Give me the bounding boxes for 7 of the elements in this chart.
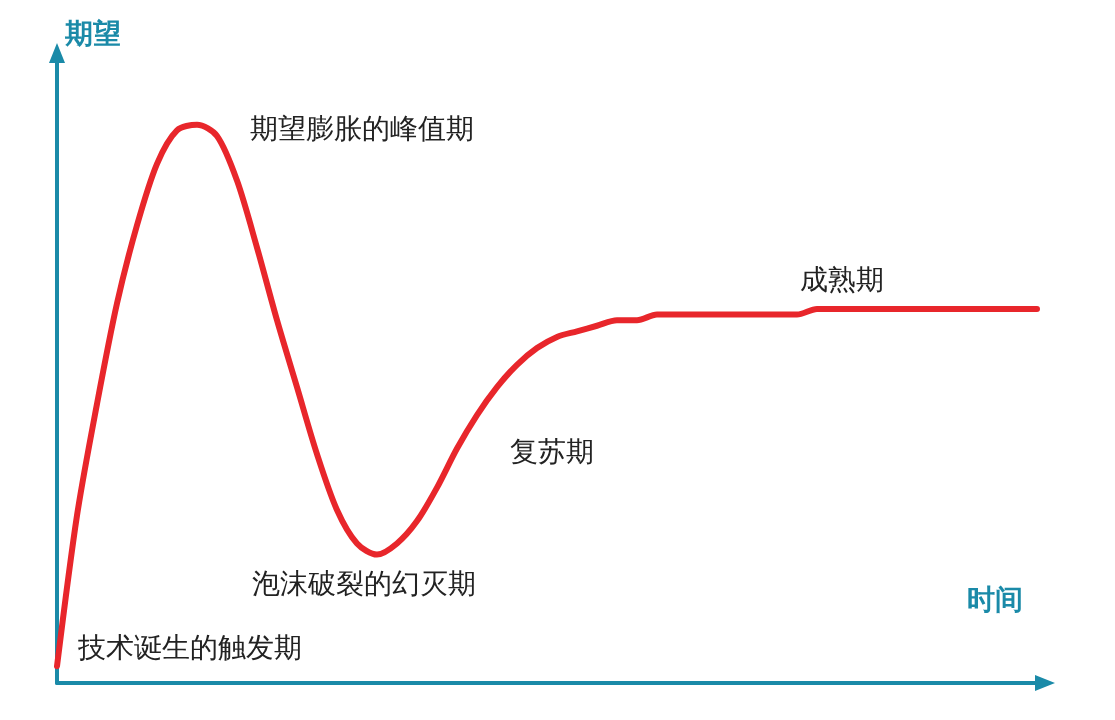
- annotation: 成熟期: [800, 263, 884, 297]
- annotation: 复苏期: [510, 434, 594, 468]
- y-axis-title: 期望: [64, 16, 121, 50]
- annotation: 技术诞生的触发期: [77, 630, 302, 664]
- annotation: 期望膨胀的峰值期: [250, 112, 474, 146]
- x-axis-title: 时间: [967, 582, 1023, 616]
- annotation: 泡沫破裂的幻灭期: [252, 567, 476, 601]
